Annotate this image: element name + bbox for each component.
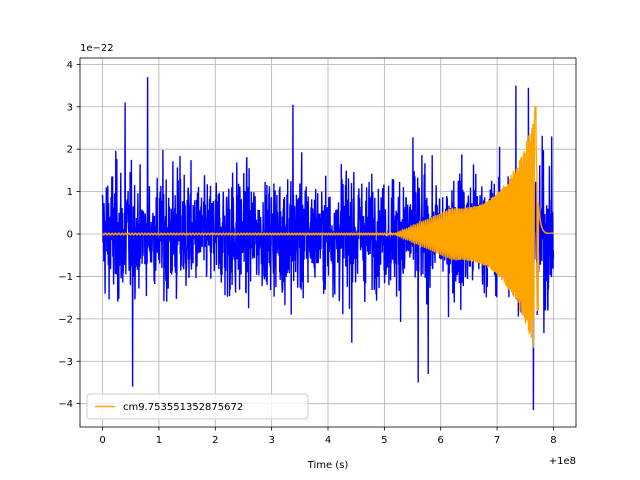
y-tick-label: 3: [67, 102, 73, 113]
x-tick-label: 4: [325, 435, 331, 446]
y-tick-label: 4: [67, 60, 73, 71]
x-tick-label: 7: [494, 435, 500, 446]
y-scale-label: 1e−22: [80, 43, 114, 54]
x-tick-label: 2: [212, 435, 218, 446]
y-tick-label: 1: [67, 187, 73, 198]
series-orange-line: [101, 106, 554, 348]
y-tick-label: −3: [58, 357, 73, 368]
legend-box: [86, 393, 309, 420]
y-tick-label: 0: [67, 230, 73, 241]
y-tick-label: −2: [58, 314, 73, 325]
x-tick-label: 8: [550, 435, 556, 446]
x-tick-label: 6: [438, 435, 444, 446]
x-tick-label: 5: [381, 435, 387, 446]
y-tick-label: −4: [58, 399, 73, 410]
x-offset-label: +1e8: [549, 456, 576, 467]
legend: cm9.753551352875672: [86, 393, 309, 420]
y-axis: −4 −3 −2 −1 0 1 2 3 4: [58, 60, 80, 410]
x-axis-label: Time (s): [307, 460, 349, 471]
x-axis: 0 1 2 3 4 5 6 7 8: [99, 427, 557, 446]
x-tick-label: 0: [99, 435, 105, 446]
legend-label: cm9.753551352875672: [123, 402, 243, 413]
x-tick-label: 3: [268, 435, 274, 446]
y-tick-label: 2: [67, 145, 73, 156]
y-tick-label: −1: [58, 272, 73, 283]
x-tick-label: 1: [156, 435, 162, 446]
series-orange: [101, 106, 554, 348]
